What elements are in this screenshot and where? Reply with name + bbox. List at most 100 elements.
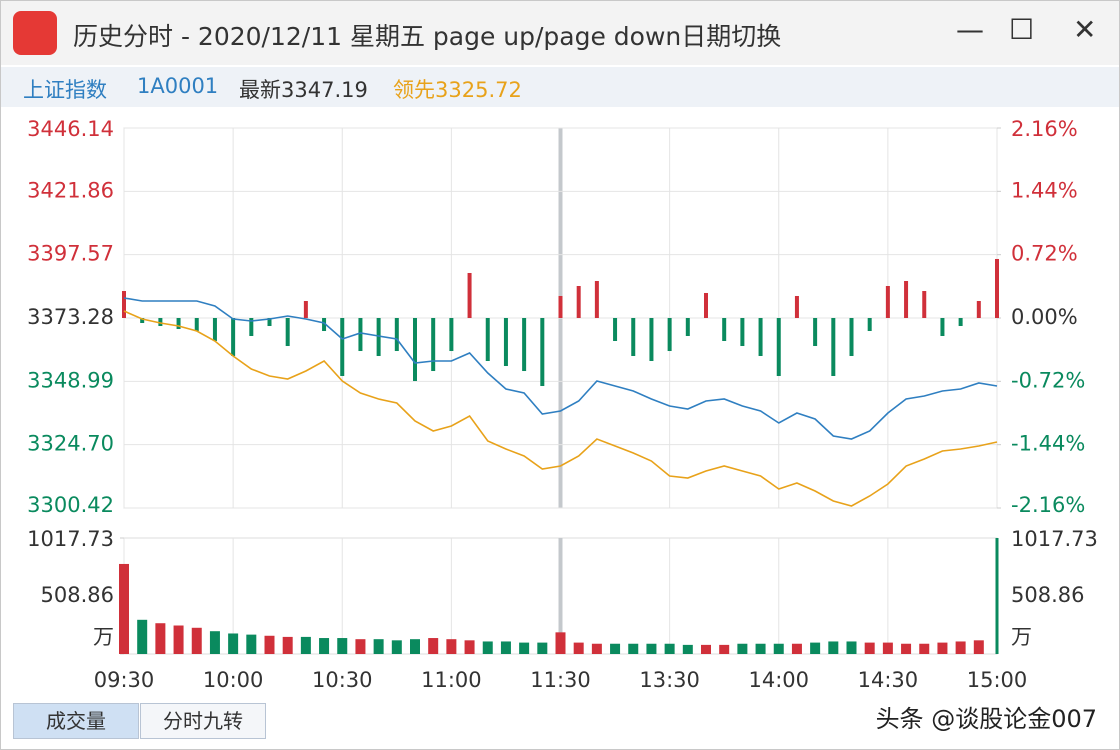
y2-tick-label: 0.72%: [1011, 242, 1078, 266]
signal-bar: [576, 286, 581, 318]
volume-bar: [791, 643, 802, 654]
signal-bar: [831, 318, 836, 376]
signal-bar: [176, 318, 181, 330]
x-tick-label: 15:00: [967, 668, 1028, 692]
signal-bar: [631, 318, 636, 356]
y-tick-label: 3446.14: [27, 117, 114, 141]
signal-bar: [995, 258, 999, 318]
price-line: [123, 297, 998, 440]
signal-bar: [158, 318, 163, 327]
volume-bar: [773, 643, 784, 654]
volume-bar: [955, 641, 966, 654]
signal-bar: [140, 318, 145, 324]
tab[interactable]: 成交量: [13, 703, 139, 739]
volume-bar: [391, 640, 402, 654]
volume-bar: [155, 623, 166, 654]
volume-bar: [373, 639, 384, 654]
signal-bar: [758, 318, 763, 356]
signal-bar: [212, 318, 217, 342]
volume-bar: [191, 627, 202, 654]
y2-tick-label: 万: [1011, 625, 1032, 649]
price-line: [123, 310, 998, 507]
signal-bar: [922, 291, 927, 318]
signal-bar: [613, 318, 618, 342]
volume-bar: [482, 641, 493, 654]
volume-bar: [228, 633, 239, 654]
signal-bar: [122, 291, 126, 318]
volume-bar: [755, 643, 766, 654]
signal-bar: [503, 318, 508, 367]
signal-bar: [249, 318, 254, 336]
watermark: 头条 @谈股论金007: [875, 705, 1097, 733]
signal-bar: [776, 318, 781, 376]
signal-bar: [194, 318, 199, 332]
volume-bar: [682, 644, 693, 654]
close-button[interactable]: ✕: [1073, 13, 1097, 46]
signal-bar: [904, 280, 909, 318]
y-tick-label: 3300.42: [27, 493, 114, 517]
volume-bar: [719, 644, 730, 654]
x-tick-label: 11:00: [421, 668, 482, 692]
signal-bar: [704, 292, 708, 318]
x-tick-label: 09:30: [94, 668, 155, 692]
signal-bar: [685, 318, 690, 336]
volume-bar: [919, 643, 930, 654]
volume-bar: [610, 643, 621, 654]
signal-bar: [722, 318, 727, 342]
signal-bar: [285, 318, 290, 347]
volume-bar: [882, 642, 893, 654]
volume-bar: [337, 638, 348, 654]
signal-bar: [376, 318, 381, 356]
y-tick-label: 1017.73: [27, 527, 114, 551]
y-tick-label: 508.86: [41, 583, 114, 607]
minimize-button[interactable]: —: [956, 13, 984, 46]
x-tick-label: 14:30: [858, 668, 919, 692]
volume-bar: [846, 641, 857, 654]
signal-bar: [431, 318, 436, 372]
signal-bar: [667, 318, 672, 352]
volume-bar: [500, 641, 511, 654]
volume-bar: [410, 639, 420, 654]
x-tick-label: 11:30: [530, 668, 591, 692]
signal-bar: [849, 318, 854, 356]
signal-bar: [867, 318, 872, 332]
volume-bar: [973, 640, 984, 654]
x-tick-label: 13:30: [639, 668, 700, 692]
latest-price: 最新3347.19: [239, 78, 368, 102]
signal-bar: [485, 318, 490, 362]
volume-bar: [209, 631, 220, 654]
signal-bar: [940, 318, 945, 336]
volume-bar: [173, 625, 184, 654]
volume-bar: [828, 641, 839, 654]
volume-bar: [995, 538, 999, 654]
volume-bar: [555, 632, 566, 654]
signal-bar: [976, 300, 981, 318]
volume-bar: [246, 634, 257, 654]
x-tick-label: 14:00: [748, 668, 809, 692]
signal-bar: [594, 280, 599, 318]
volume-bar: [300, 636, 311, 654]
volume-bar: [591, 643, 602, 654]
maximize-button[interactable]: ☐: [1009, 13, 1035, 46]
y2-tick-label: 1.44%: [1011, 178, 1078, 202]
volume-bar: [810, 642, 821, 654]
volume-bar: [646, 643, 657, 654]
tab[interactable]: 分时九转: [140, 703, 266, 739]
signal-bar: [231, 318, 236, 356]
signal-bar: [340, 318, 345, 376]
signal-bar: [540, 318, 545, 387]
leading-price: 领先3325.72: [393, 78, 522, 102]
volume-bar: [537, 642, 548, 654]
volume-bar: [464, 640, 475, 654]
signal-bar: [740, 318, 745, 347]
x-tick-label: 10:30: [312, 668, 373, 692]
y2-tick-label: 508.86: [1011, 583, 1084, 607]
signal-bar: [649, 318, 654, 362]
y2-tick-label: -2.16%: [1011, 493, 1085, 517]
volume-bar: [119, 563, 129, 654]
volume-bar: [573, 642, 584, 654]
signal-bar: [322, 318, 327, 332]
volume-bar: [137, 619, 148, 654]
window-title: 历史分时 - 2020/12/11 星期五 page up/page down日…: [73, 22, 782, 51]
